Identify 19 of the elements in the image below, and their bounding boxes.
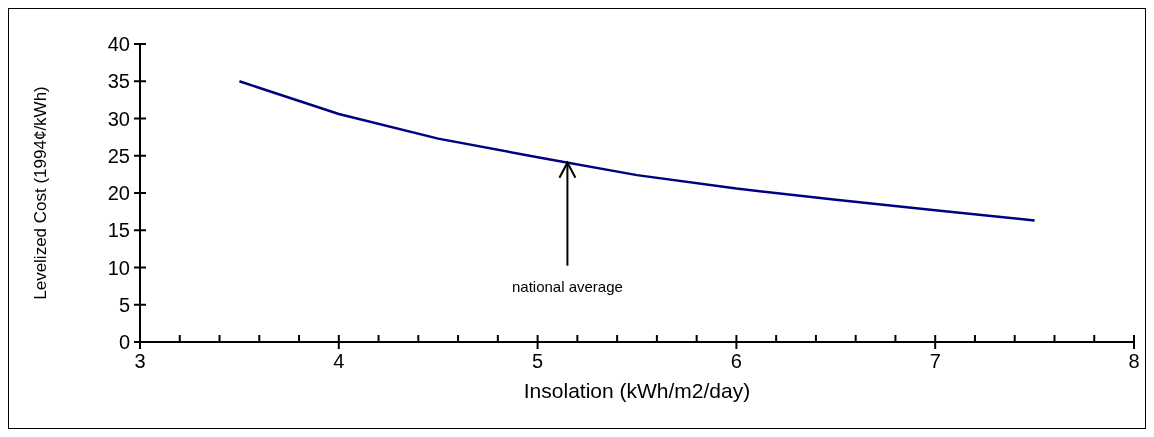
y-tick-label: 15 [107,219,130,242]
y-tick-label: 40 [107,33,130,55]
y-tick-label: 5 [118,293,130,316]
x-tick-label: 8 [1128,350,1140,372]
x-tick-label: 6 [730,350,742,372]
y-tick-label: 10 [107,256,130,279]
x-tick-label: 7 [929,350,941,372]
x-tick-label: 3 [134,350,146,372]
y-tick-label: 0 [118,331,130,353]
y-axis-title: Levelized Cost (1994¢/kWh) [31,86,51,300]
x-axis-title: Insolation (kWh/m2/day) [523,379,751,402]
y-tick-label: 35 [107,70,130,93]
y-tick-label: 25 [107,144,130,167]
annotation: national average [511,277,623,295]
line-series [238,80,1036,222]
y-tick-label: 30 [107,107,130,130]
x-tick-label: 5 [532,350,544,372]
y-tick-label: 20 [107,182,130,204]
x-tick-label: 4 [333,350,345,372]
